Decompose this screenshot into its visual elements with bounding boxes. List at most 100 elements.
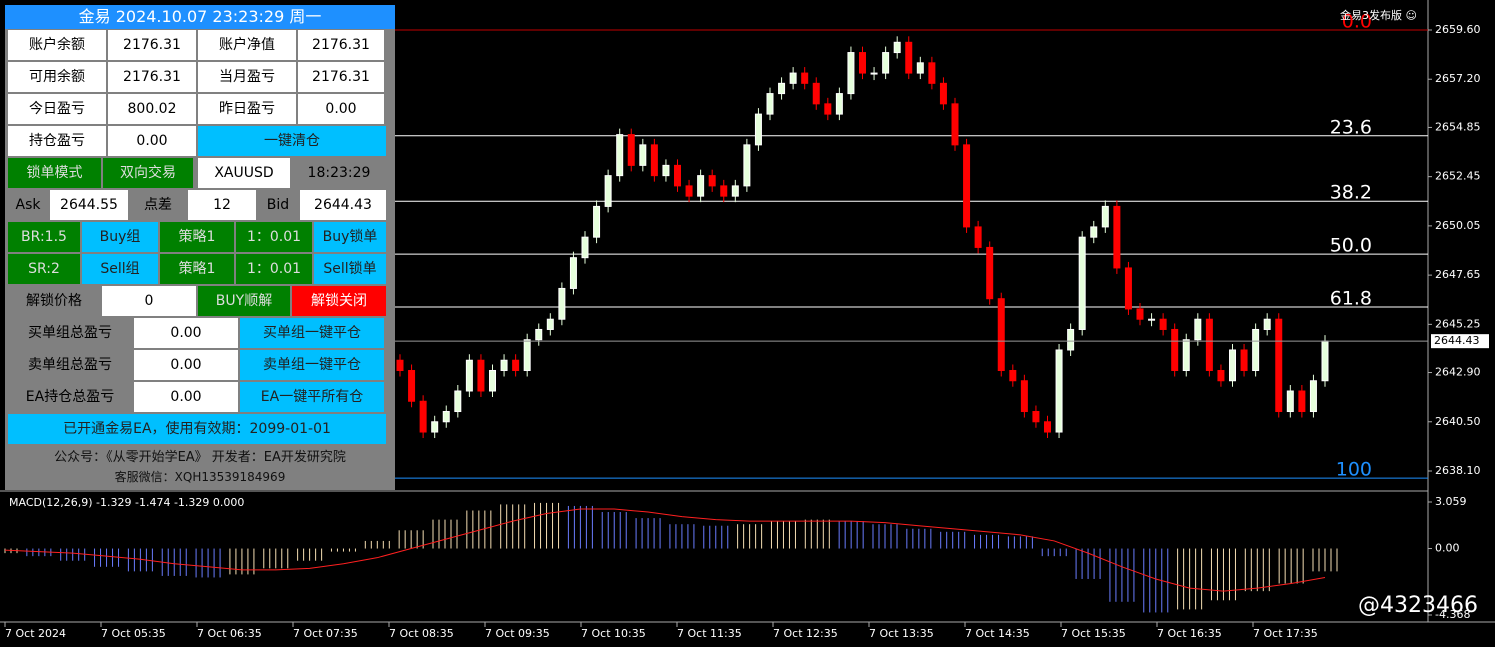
x-tick-label: 7 Oct 13:35	[869, 627, 934, 640]
y-tick-label: 2657.20	[1435, 72, 1481, 85]
candle	[1078, 236, 1086, 330]
panel-button[interactable]: BR:1.5	[8, 222, 80, 252]
x-tick-label: 7 Oct 10:35	[581, 627, 646, 640]
candle	[720, 185, 728, 197]
panel-button[interactable]: 双向交易	[103, 158, 193, 188]
footer-line: 公众号：《从零开始学EA》 开发者：EA开发研究院	[54, 450, 346, 465]
panel-button[interactable]: 解锁关闭	[292, 286, 386, 316]
x-tick-label: 7 Oct 12:35	[773, 627, 838, 640]
candle	[1286, 390, 1294, 413]
footer-line: 客服微信：XQH13539184969	[114, 470, 286, 484]
x-tick-label: 7 Oct 09:35	[485, 627, 550, 640]
candle	[1194, 318, 1202, 341]
candle	[569, 257, 577, 289]
panel-cell: 2644.55	[50, 190, 128, 220]
panel-cell: 0.00	[134, 350, 238, 380]
y-tick-label: 2645.25	[1435, 317, 1481, 330]
watermark: @4323466	[1358, 593, 1478, 618]
panel-button[interactable]: SR:2	[8, 254, 80, 284]
panel-cell: 持仓盈亏	[8, 126, 106, 156]
candle	[627, 134, 635, 166]
ea-panel: 金易 2024.10.07 23:23:29 周一 公众号：《从零开始学EA》 …	[5, 5, 395, 490]
candle	[905, 41, 913, 74]
candle	[535, 328, 543, 341]
y-tick-label: 2650.05	[1435, 219, 1481, 232]
panel-button[interactable]: 已开通金易EA，使用有效期：2099-01-01	[8, 414, 386, 444]
candle	[1113, 205, 1121, 269]
panel-button[interactable]: 锁单模式	[8, 158, 101, 188]
candle	[847, 52, 855, 95]
panel-button[interactable]: Buy组	[82, 222, 158, 252]
candle	[604, 175, 612, 207]
candle	[1044, 421, 1051, 433]
x-tick-label: 7 Oct 05:35	[101, 627, 166, 640]
panel-button[interactable]: EA一键平所有仓	[240, 382, 384, 412]
candle	[1240, 349, 1248, 371]
panel-button[interactable]: 卖单组一键平仓	[240, 350, 384, 380]
candle	[859, 52, 866, 74]
panel-cell: 卖单组总盈亏	[28, 357, 112, 373]
y-tick-label: 2654.85	[1435, 120, 1481, 133]
candle	[512, 359, 520, 371]
macd-signal	[4, 508, 1326, 592]
y-tick-label: 2659.60	[1435, 23, 1481, 36]
candle	[824, 103, 832, 115]
candle	[465, 359, 473, 392]
candle	[1032, 411, 1040, 423]
panel-cell: 解锁价格	[26, 293, 82, 309]
candle	[1205, 318, 1213, 371]
panel-cell: 0.00	[134, 318, 238, 348]
candle	[1321, 340, 1329, 382]
panel-cell: 18:23:29	[307, 165, 371, 181]
candle	[442, 411, 450, 423]
candle	[558, 287, 566, 320]
y-tick-label: -4.368	[1435, 608, 1470, 621]
candle	[1182, 339, 1190, 371]
panel-button[interactable]: 1：0.01	[236, 254, 312, 284]
candle	[1136, 308, 1144, 320]
y-tick-label: 2638.10	[1435, 464, 1481, 477]
candle	[778, 82, 786, 95]
panel-button[interactable]: 买单组一键平仓	[240, 318, 384, 348]
panel-button[interactable]: 1：0.01	[236, 222, 312, 252]
panel-button[interactable]: 策略1	[160, 222, 234, 252]
candle	[754, 113, 762, 146]
candle	[870, 72, 878, 75]
y-tick-label: 2652.45	[1435, 170, 1481, 183]
panel-cell: XAUUSD	[198, 158, 290, 188]
candle	[639, 144, 647, 166]
candle	[581, 236, 589, 259]
x-tick-label: 7 Oct 08:35	[389, 627, 454, 640]
panel-cell: 2176.31	[108, 62, 196, 92]
panel-cell: 2644.43	[300, 190, 386, 220]
candle	[419, 400, 427, 433]
panel-cell: 0.00	[108, 126, 196, 156]
panel-button[interactable]: Sell锁单	[314, 254, 386, 284]
panel-cell: 12	[188, 190, 256, 220]
candle	[916, 62, 924, 74]
candle	[477, 359, 485, 392]
fib-label: 100	[1336, 459, 1372, 481]
panel-button[interactable]: BUY顺解	[198, 286, 290, 316]
panel-button[interactable]: 一键清仓	[198, 126, 386, 156]
panel-cell: 800.02	[108, 94, 196, 124]
panel-cell: 点差	[144, 197, 172, 213]
panel-button[interactable]: Buy锁单	[314, 222, 386, 252]
panel-cell: 0	[102, 286, 196, 316]
panel-cell: 0.00	[134, 382, 238, 412]
fib-label: 0.0	[1342, 11, 1372, 33]
panel-button[interactable]: Sell组	[82, 254, 158, 284]
candle	[835, 93, 843, 115]
candle	[431, 421, 439, 433]
panel-button[interactable]: 策略1	[160, 254, 234, 284]
version-badge: 金易3发布版 ☺	[1340, 8, 1417, 22]
panel-cell: 账户余额	[8, 30, 106, 60]
candle	[523, 339, 531, 371]
candle	[1252, 328, 1260, 371]
candle	[1148, 318, 1156, 321]
candle	[408, 369, 416, 402]
candle	[1217, 369, 1225, 382]
candle	[1101, 205, 1109, 228]
